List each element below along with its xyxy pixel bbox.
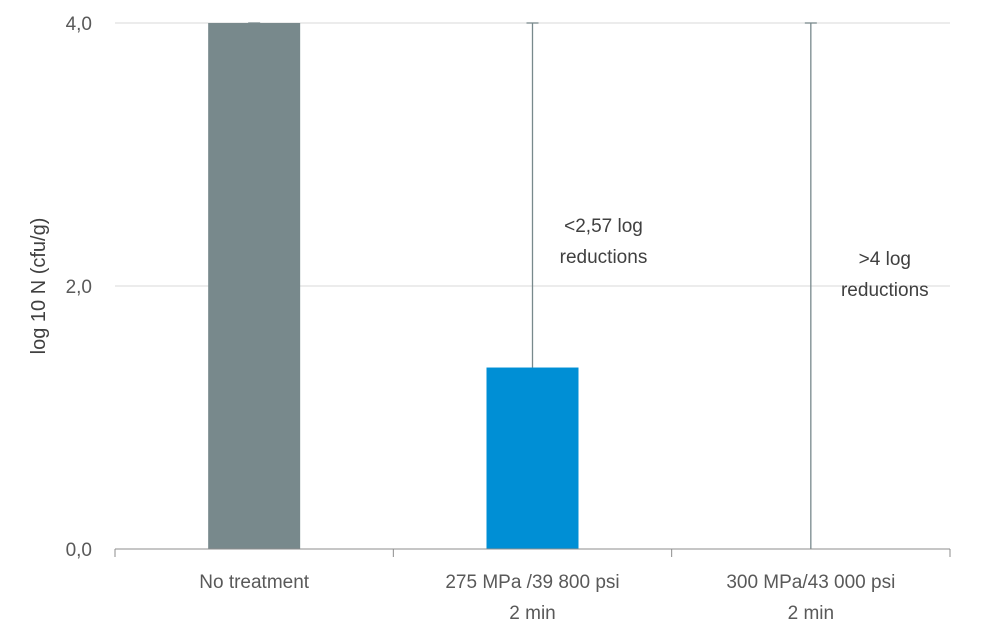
annotation-label: <2,57 log (564, 216, 643, 237)
x-tick-label: 275 MPa /39 800 psi (445, 572, 619, 593)
x-tick-label: 2 min (788, 603, 834, 624)
x-tick-label: 2 min (509, 603, 555, 624)
y-axis-label: log 10 N (cfu/g) (28, 218, 50, 355)
annotation-label: reductions (560, 247, 648, 268)
x-tick-label: 300 MPa/43 000 psi (726, 572, 895, 593)
y-tick-label: 0,0 (66, 540, 92, 561)
y-tick-label: 2,0 (66, 277, 92, 298)
annotation-label: >4 log (859, 249, 911, 270)
bar (486, 367, 579, 549)
bar (208, 23, 301, 549)
y-tick-label: 4,0 (66, 14, 92, 35)
x-tick-label: No treatment (199, 572, 310, 593)
annotation-label: reductions (841, 280, 929, 301)
